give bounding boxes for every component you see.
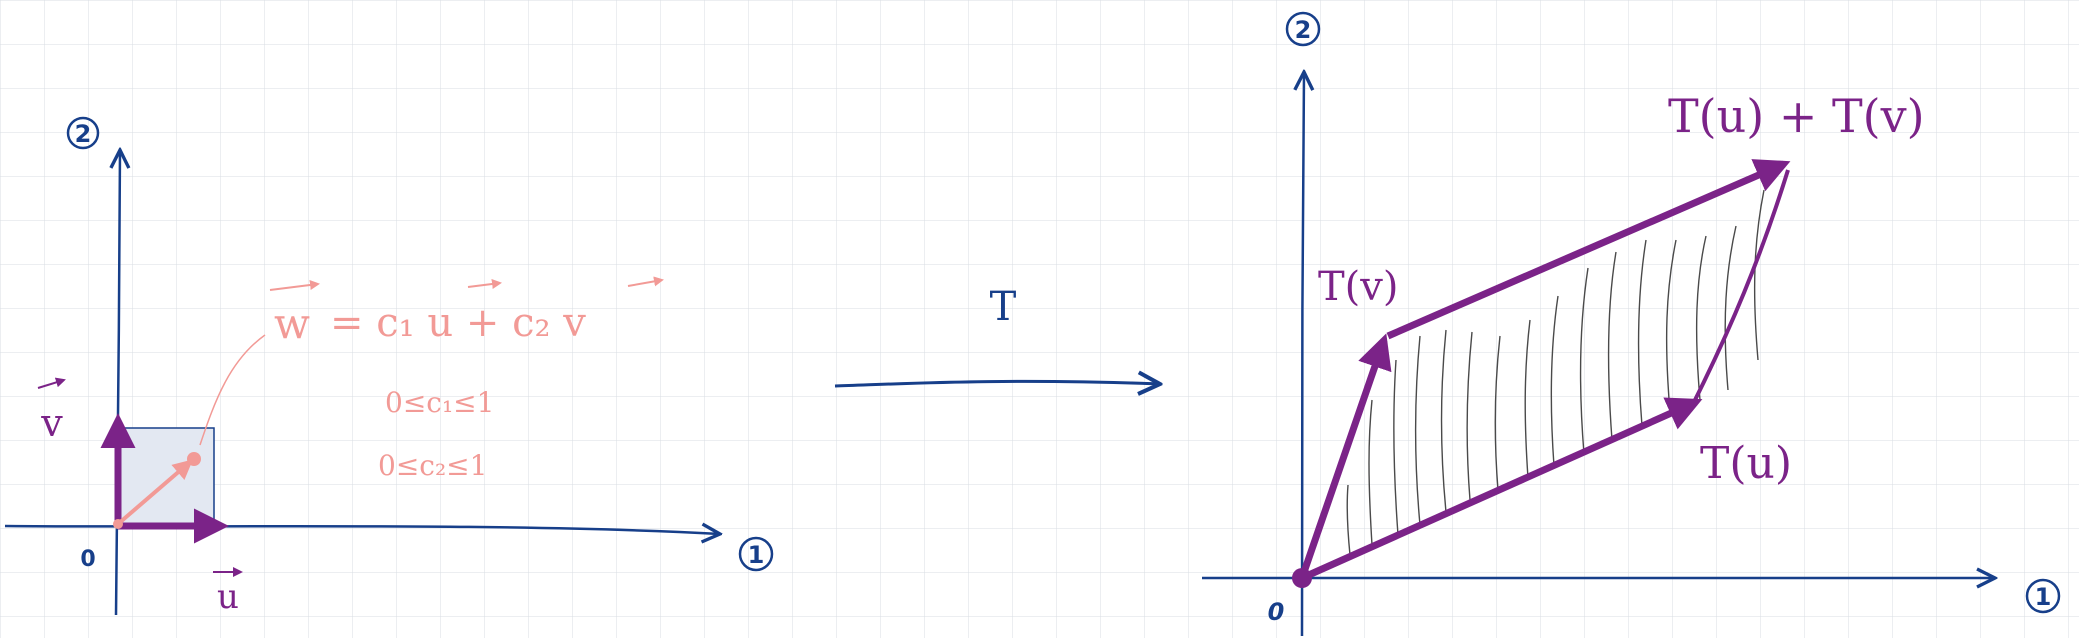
- right-axis-2-circle: [1285, 11, 1321, 47]
- vector-w: [116, 459, 194, 526]
- equation-u-arrow: [467, 279, 502, 289]
- right-axis-2-label: 2: [1295, 16, 1312, 44]
- Tu-label: T(u): [1700, 438, 1792, 489]
- right-panel: 2 1 0 T(v) T(u) T(u) + T(v): [1202, 11, 2061, 637]
- left-origin-dot: [113, 519, 123, 529]
- vector-Tv: [1298, 333, 1392, 580]
- right-axis-1-circle: [2025, 578, 2061, 614]
- right-axis-2: [1302, 72, 1304, 637]
- left-axis-2-label: 2: [75, 120, 92, 148]
- w-pointer-line: [199, 334, 266, 446]
- w-label: w: [274, 299, 310, 348]
- v-arrow-mark: [37, 377, 66, 389]
- left-axis-1-circle: [738, 536, 774, 572]
- transformation-arrow-group: T: [834, 284, 1160, 386]
- left-axis-1: [4, 526, 720, 534]
- sum-label: T(u) + T(v): [1668, 89, 1925, 143]
- parallelogram-hatching: [1346, 189, 1765, 556]
- right-origin-label: 0: [1268, 598, 1285, 626]
- Tv-label: T(v): [1318, 264, 1399, 310]
- u-label: u: [217, 577, 239, 617]
- right-origin-dot: [1292, 568, 1312, 588]
- edge-Tv-to-sum: [1386, 159, 1791, 340]
- transformation-arrow: [834, 381, 1160, 386]
- constraint-c1: 0≤c₁≤1: [385, 386, 494, 419]
- left-axis-1-label: 1: [748, 541, 765, 569]
- left-origin-label: 0: [80, 547, 95, 572]
- transformation-label: T: [990, 284, 1017, 330]
- v-label: v: [40, 401, 63, 445]
- right-axis-1-label: 1: [2035, 583, 2052, 611]
- equation-v-arrow: [627, 276, 664, 287]
- w-arrow-mark: [269, 280, 320, 291]
- equation-text: = c₁ u + c₂ v: [330, 300, 586, 346]
- constraint-c2: 0≤c₂≤1: [378, 449, 487, 482]
- vector-Tu: [1300, 397, 1703, 582]
- w-endpoint-dot: [187, 452, 201, 466]
- left-panel: 2 1 0 u v w = c₁ u + c₂ v 0≤c₁≤1 0≤c₂≤1: [4, 116, 774, 617]
- left-axis-2-circle: [66, 116, 100, 150]
- edge-Tu-to-sum: [1692, 169, 1790, 403]
- left-axis-2: [116, 150, 120, 616]
